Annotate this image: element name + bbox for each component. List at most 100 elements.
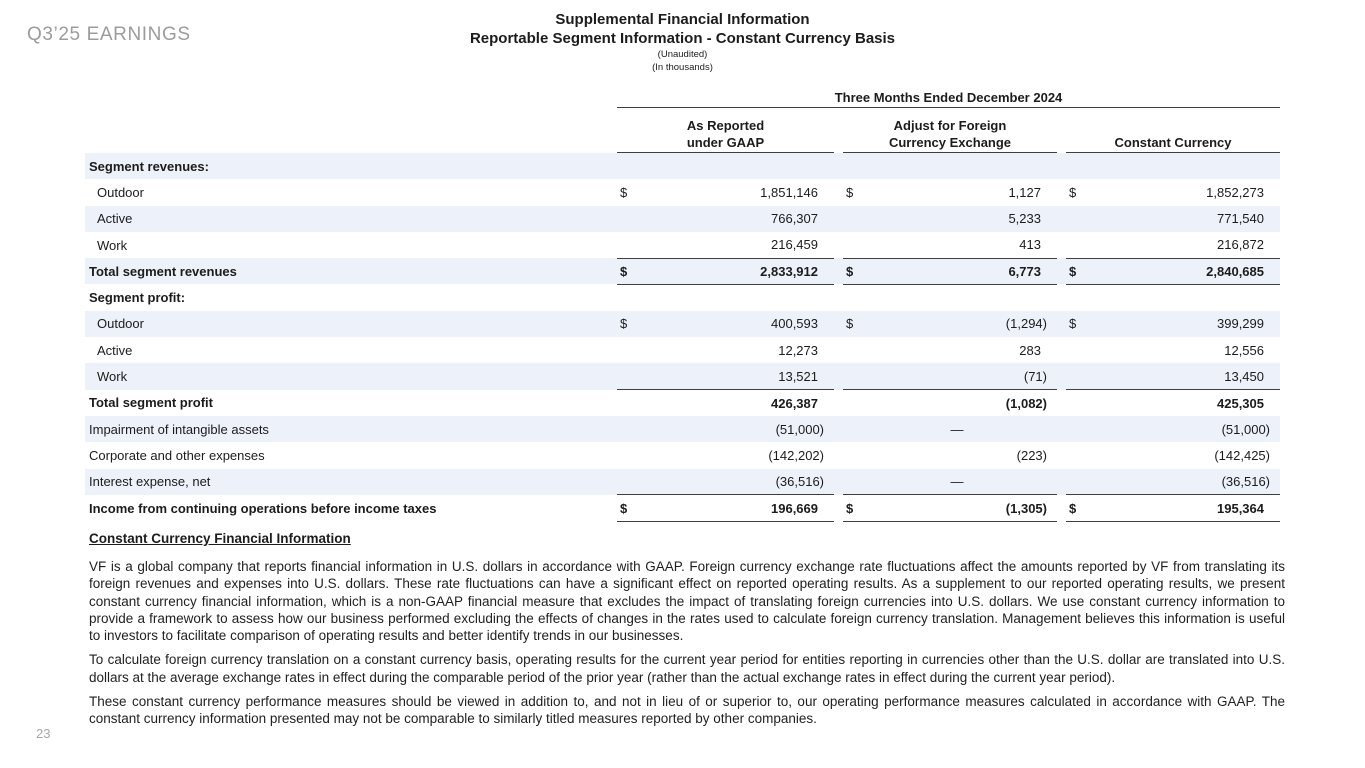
row-label: Active xyxy=(97,342,133,358)
column-gap xyxy=(1057,415,1066,443)
column-gap xyxy=(1057,284,1066,310)
cell-value: 13,450 xyxy=(1096,363,1280,391)
currency-symbol: $ xyxy=(1066,494,1096,522)
segment-data-table: Segment revenues: Outdoor $1,851,146 $1,127… xyxy=(85,153,1280,522)
currency-symbol xyxy=(843,390,873,416)
column-gap xyxy=(834,337,843,363)
column-gap xyxy=(834,390,843,416)
column-gap xyxy=(1057,179,1066,205)
footnotes-heading: Constant Currency Financial Information xyxy=(89,531,351,546)
cell-value: (51,000) xyxy=(647,415,834,443)
currency-symbol: $ xyxy=(843,310,873,338)
row-label: Impairment of intangible assets xyxy=(85,415,617,443)
table-row: Active 12,273 283 12,556 xyxy=(85,337,1280,363)
table-row: Total segment profit 426,387 (1,082) 425,30… xyxy=(85,390,1280,416)
column-header-fx-adjust: Adjust for Foreign Currency Exchange xyxy=(843,108,1057,153)
cell-value: (51,000) xyxy=(1096,415,1280,443)
currency-symbol xyxy=(843,415,873,443)
row-label: Total segment revenues xyxy=(85,258,617,285)
column-gap xyxy=(1057,310,1066,338)
currency-symbol xyxy=(1066,205,1096,232)
currency-symbol xyxy=(1066,284,1096,310)
currency-symbol xyxy=(617,284,647,310)
currency-symbol xyxy=(843,231,873,259)
row-label: Total segment profit xyxy=(89,395,213,411)
currency-symbol xyxy=(843,442,873,468)
row-label: Outdoor xyxy=(85,310,617,338)
column-header-line: As Reported xyxy=(686,118,765,133)
segment-table: Three Months Ended December 2024 As Repo… xyxy=(85,90,1280,522)
column-gap xyxy=(834,258,843,285)
column-gap xyxy=(1057,442,1066,468)
cell-value: 2,833,912 xyxy=(647,258,834,285)
cell-value: 12,273 xyxy=(778,342,818,358)
period-header: Three Months Ended December 2024 xyxy=(617,90,1280,108)
currency-symbol xyxy=(1066,153,1096,180)
column-gap xyxy=(1057,390,1066,416)
cell-value: (1,294) xyxy=(873,310,1057,338)
column-gap xyxy=(834,232,843,258)
cell-value: 216,459 xyxy=(647,231,834,259)
cell-value: 196,669 xyxy=(647,494,834,522)
column-gap xyxy=(834,363,843,390)
cell-value: (1,305) xyxy=(873,494,1057,522)
table-row: Interest expense, net (36,516) — (36,516) xyxy=(85,468,1280,496)
row-label: Active xyxy=(85,205,617,232)
column-gap xyxy=(834,205,843,232)
row-label: Work xyxy=(97,237,128,253)
table-row: Active 766,307 5,233 771,540 xyxy=(85,205,1280,232)
column-header-line: Constant Currency xyxy=(1114,135,1232,150)
cell-value: (36,516) xyxy=(647,468,834,496)
cell-value: (1,082) xyxy=(1005,395,1047,411)
currency-symbol xyxy=(843,468,873,496)
column-gap xyxy=(834,495,843,521)
brand-label: Q3’25 EARNINGS xyxy=(27,24,191,45)
column-gap xyxy=(1057,337,1066,363)
table-row: Income from continuing operations before… xyxy=(85,494,1280,522)
currency-symbol: $ xyxy=(617,310,647,338)
title-block: Supplemental Financial Information Repor… xyxy=(0,10,1365,74)
row-label: Income from continuing operations before… xyxy=(89,500,437,516)
cell-value: — xyxy=(873,468,1057,496)
currency-symbol: $ xyxy=(1066,310,1096,338)
cell-value xyxy=(647,153,834,180)
currency-symbol xyxy=(617,390,647,416)
cell-value: 1,852,273 xyxy=(1206,184,1264,200)
currency-symbol xyxy=(617,442,647,468)
currency-symbol: $ xyxy=(846,184,854,200)
column-gap xyxy=(834,468,843,495)
cell-value xyxy=(647,284,834,310)
cell-value: 426,387 xyxy=(771,395,818,411)
cell-value xyxy=(1096,153,1280,180)
column-gap xyxy=(1057,153,1066,180)
currency-symbol xyxy=(1066,442,1096,468)
footnote-paragraph: To calculate foreign currency translatio… xyxy=(89,652,1285,685)
cell-value xyxy=(873,284,1057,310)
table-row: Corporate and other expenses (142,202) (22… xyxy=(85,442,1280,468)
row-label: Work xyxy=(85,363,617,390)
cell-value: 766,307 xyxy=(647,205,834,232)
currency-symbol: $ xyxy=(1069,184,1077,200)
table-row: Segment revenues: xyxy=(85,153,1280,180)
cell-value: 413 xyxy=(873,231,1057,259)
cell-value: (71) xyxy=(873,363,1057,391)
cell-value: (223) xyxy=(1016,447,1047,463)
currency-symbol xyxy=(617,337,647,363)
cell-value: 283 xyxy=(1019,342,1041,358)
column-gap xyxy=(1057,363,1066,390)
cell-value: 6,773 xyxy=(873,258,1057,285)
cell-value: 771,540 xyxy=(1096,205,1280,232)
table-row: Work 13,521 (71) 13,450 xyxy=(85,363,1280,391)
currency-symbol xyxy=(843,284,873,310)
cell-value: — xyxy=(873,415,1057,443)
cell-value: 195,364 xyxy=(1096,494,1280,522)
unaudited-note: (Unaudited) xyxy=(657,49,708,60)
table-row: Impairment of intangible assets (51,000) —… xyxy=(85,415,1280,443)
cell-value: 5,233 xyxy=(873,205,1057,232)
in-thousands-note: (In thousands) xyxy=(652,62,713,73)
column-gap xyxy=(1057,108,1066,153)
cell-value: 1,127 xyxy=(1008,184,1041,200)
cell-value: 1,851,146 xyxy=(760,184,818,200)
column-gap xyxy=(1057,495,1066,521)
